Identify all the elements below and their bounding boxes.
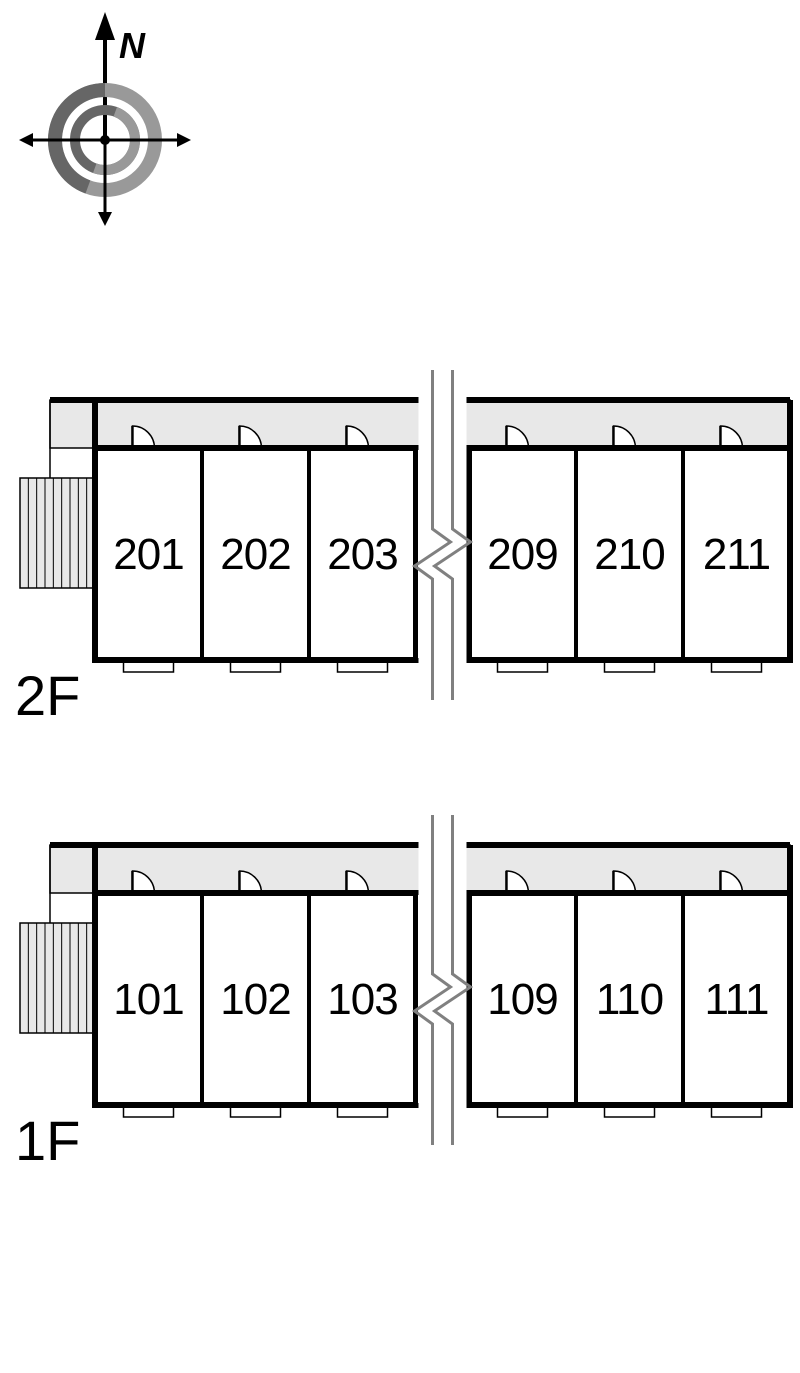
compass-rose: N xyxy=(19,12,191,226)
unit-label-209: 209 xyxy=(487,530,557,579)
unit-label-101: 101 xyxy=(113,975,183,1024)
unit-label-102: 102 xyxy=(220,975,290,1024)
unit-label-109: 109 xyxy=(487,975,557,1024)
unit-label-111: 111 xyxy=(705,975,769,1024)
floor-label-2f: 2F xyxy=(15,664,80,727)
unit-label-103: 103 xyxy=(327,975,397,1024)
unit-label-203: 203 xyxy=(327,530,397,579)
unit-label-210: 210 xyxy=(594,530,664,579)
unit-label-201: 201 xyxy=(113,530,183,579)
compass-n-label: N xyxy=(119,25,146,66)
stairwell xyxy=(20,923,95,1033)
unit-label-110: 110 xyxy=(596,975,663,1024)
unit-label-202: 202 xyxy=(220,530,290,579)
floor-plan-2f: 201 202 203 209 210 211 2F xyxy=(15,370,790,727)
floor-plan-1f: 101 102 103 109 110 111 1F xyxy=(15,815,790,1172)
unit-label-211: 211 xyxy=(703,530,770,579)
stairwell xyxy=(20,478,95,588)
floor-label-1f: 1F xyxy=(15,1109,80,1172)
